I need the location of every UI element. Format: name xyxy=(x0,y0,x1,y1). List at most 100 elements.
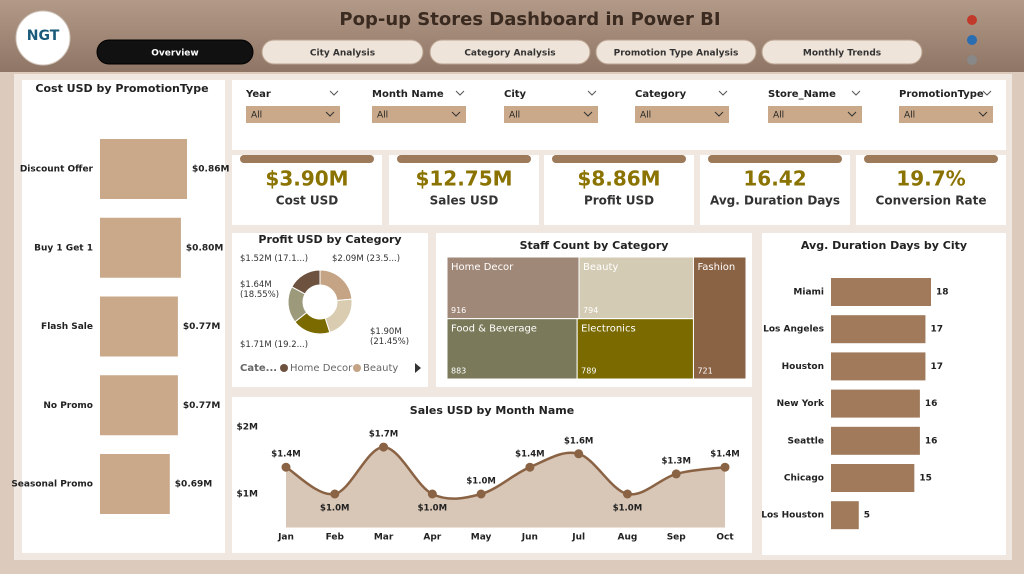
tab-label[interactable]: Category Analysis xyxy=(464,49,555,59)
category-label: Seasonal Promo xyxy=(11,480,93,490)
tab[interactable] xyxy=(96,39,254,65)
category-label: Miami xyxy=(793,288,824,298)
dropdown-chevron xyxy=(451,111,461,117)
tab-label[interactable]: Monthly Trends xyxy=(803,49,881,59)
filter-value[interactable]: All xyxy=(377,111,388,121)
kpi-value: $3.90M xyxy=(265,167,348,191)
tab[interactable] xyxy=(261,39,424,65)
filter-value[interactable]: All xyxy=(640,111,651,121)
data-label: $0.80M xyxy=(186,243,223,253)
kpi-card-tab xyxy=(552,155,686,163)
data-label: 5 xyxy=(864,511,870,521)
x-tick-label: Apr xyxy=(423,533,441,543)
bar xyxy=(831,426,920,455)
category-label: Chicago xyxy=(784,474,824,484)
filter-dropdown[interactable] xyxy=(635,106,729,123)
data-label: $1.64M (18.55%) xyxy=(240,280,280,300)
icon-web[interactable] xyxy=(967,55,977,65)
bar xyxy=(831,352,926,381)
kpi-value: $12.75M xyxy=(415,167,512,191)
logo-circle xyxy=(15,10,71,66)
x-tick-label: Jun xyxy=(521,533,538,543)
filter-value[interactable]: All xyxy=(509,111,520,121)
point xyxy=(476,489,486,499)
tab[interactable] xyxy=(429,39,591,65)
kpi-card xyxy=(544,155,694,225)
filter-dropdown[interactable] xyxy=(246,106,340,123)
bar xyxy=(100,139,187,199)
chart-title: Staff Count by Category xyxy=(520,239,669,252)
filter-label: City xyxy=(504,89,527,100)
kpi-card xyxy=(700,155,850,225)
treemap-tile xyxy=(578,256,694,320)
category-label: Buy 1 Get 1 xyxy=(34,243,93,253)
chart-title: Sales USD by Month Name xyxy=(410,404,574,417)
category-label: New York xyxy=(777,399,825,409)
kpi-label: Sales USD xyxy=(430,194,499,208)
legend-title: Cate... xyxy=(240,363,277,374)
filter-label: Store_Name xyxy=(768,89,836,100)
data-label: $1.0M xyxy=(613,504,642,514)
data-label: $1.0M xyxy=(320,504,349,514)
bar xyxy=(100,296,178,357)
filter-value[interactable]: All xyxy=(251,111,262,121)
category-label: Los Angeles xyxy=(763,325,824,335)
legend-scroll-arrow[interactable] xyxy=(415,363,421,373)
tab-label[interactable]: Promotion Type Analysis xyxy=(614,49,739,59)
filter-chevron xyxy=(982,90,992,96)
panel xyxy=(232,80,1006,150)
tab-label[interactable]: Overview xyxy=(151,49,198,59)
x-tick-label: Feb xyxy=(326,533,345,543)
bar xyxy=(831,464,915,492)
bar xyxy=(831,389,920,418)
filter-chevron xyxy=(718,90,728,96)
filter-dropdown[interactable] xyxy=(504,106,598,123)
kpi-value: 16.42 xyxy=(743,167,806,191)
filter-dropdown[interactable] xyxy=(372,106,466,123)
kpi-card xyxy=(856,155,1006,225)
tab-label[interactable]: City Analysis xyxy=(310,49,375,59)
filter-value[interactable]: All xyxy=(773,111,784,121)
x-tick-label: May xyxy=(471,533,492,543)
x-tick-label: Jul xyxy=(571,533,585,543)
data-label: 16 xyxy=(925,436,938,446)
data-label: $1.0M xyxy=(418,504,447,514)
kpi-label: Profit USD xyxy=(584,194,654,208)
icon-youtube[interactable] xyxy=(967,15,977,25)
bar xyxy=(100,454,170,514)
data-label: $0.77M xyxy=(183,322,220,332)
point xyxy=(720,462,730,472)
data-label: $1.0M xyxy=(466,477,495,487)
filter-label: Month Name xyxy=(372,89,444,100)
tile-value: 916 xyxy=(451,306,466,315)
filter-value[interactable]: All xyxy=(904,111,915,121)
kpi-card-tab xyxy=(397,155,531,163)
category-label: Seattle xyxy=(788,436,824,446)
line xyxy=(285,445,726,500)
tab[interactable] xyxy=(595,39,757,65)
data-label: $1.6M xyxy=(564,436,593,446)
data-label: $1.7M xyxy=(369,430,398,440)
icon-linkedin[interactable] xyxy=(967,35,977,45)
category-label: Houston xyxy=(782,362,824,372)
data-label: $0.69M xyxy=(175,480,212,490)
tab[interactable] xyxy=(761,39,923,65)
tile-label: Electronics xyxy=(581,324,636,335)
dropdown-chevron xyxy=(583,111,593,117)
kpi-card-tab xyxy=(708,155,842,163)
filter-dropdown[interactable] xyxy=(899,106,993,123)
data-label: 18 xyxy=(936,288,949,298)
kpi-card xyxy=(389,155,539,225)
filter-dropdown[interactable] xyxy=(768,106,862,123)
data-label: $1.3M xyxy=(662,456,691,466)
kpi-card-tab xyxy=(864,155,998,163)
filter-chevron xyxy=(329,90,339,96)
data-label: $0.86M xyxy=(192,165,229,175)
data-label: $1.52M (17.1...) xyxy=(240,254,309,264)
tile-value: 721 xyxy=(697,367,712,376)
bar xyxy=(100,375,178,436)
data-label: $1.4M xyxy=(515,450,544,460)
bar xyxy=(831,315,926,344)
tile-value: 794 xyxy=(583,306,598,315)
